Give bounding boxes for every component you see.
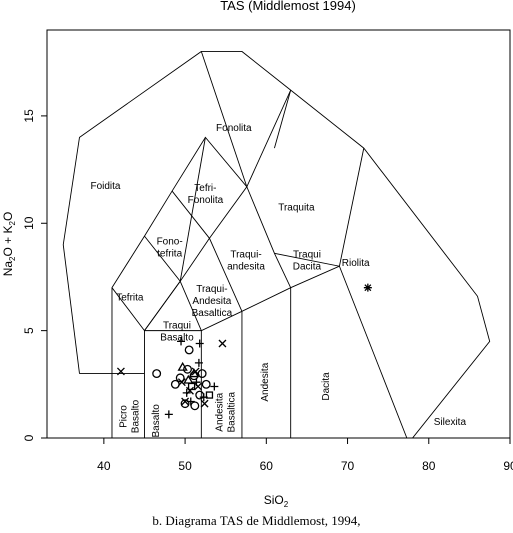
cross-point bbox=[186, 386, 194, 395]
region-label-line: Tefrita bbox=[116, 293, 144, 304]
triangle-point bbox=[177, 361, 188, 371]
circle-point bbox=[183, 364, 192, 374]
plus-point bbox=[186, 397, 195, 406]
region-label-line: Dacita bbox=[293, 262, 322, 273]
plus-point bbox=[177, 337, 186, 346]
y-tick-label: 15 bbox=[22, 109, 36, 123]
x-tick-label: 40 bbox=[97, 459, 111, 473]
region-label-line: tefrita bbox=[157, 249, 182, 260]
region-label-line: Fonolita bbox=[188, 195, 224, 206]
region-label: Traqui-Andesita Basaltica bbox=[192, 284, 233, 319]
circle-point bbox=[190, 401, 200, 411]
plus-point bbox=[195, 339, 204, 348]
region-label-line: Traqui- bbox=[230, 250, 261, 261]
cross-point bbox=[177, 378, 186, 387]
circle-point bbox=[152, 369, 162, 379]
region-label: Fonolita bbox=[216, 123, 252, 134]
circle-point bbox=[175, 373, 185, 383]
field-boundary-10 bbox=[274, 90, 292, 149]
tas-diagram: TAS (Middlemost 1994) FoiditaFonolitaTef… bbox=[1, 0, 513, 509]
cross-point bbox=[116, 367, 125, 376]
region-label-line: Foidita bbox=[90, 181, 120, 192]
region-label-line: Andesita bbox=[214, 392, 225, 431]
region-label-line: Silexita bbox=[434, 417, 467, 428]
cross-point bbox=[200, 399, 209, 408]
region-label-line: Tefri- bbox=[194, 183, 216, 194]
region-label: Tefri-Fonolita bbox=[188, 183, 224, 206]
x-tick-label: 50 bbox=[178, 459, 192, 473]
circle-point bbox=[197, 369, 207, 379]
x-axis-label: SiO2 bbox=[264, 493, 289, 509]
region-label-line: Traquita bbox=[278, 202, 315, 213]
x-tick-label: 80 bbox=[422, 459, 436, 473]
field-boundary-8 bbox=[274, 252, 408, 439]
plus-point bbox=[164, 410, 173, 419]
region-label-line: Basalto bbox=[131, 399, 142, 433]
plus-point bbox=[182, 388, 191, 397]
sample-points bbox=[116, 283, 372, 419]
region-label-line: Picro bbox=[119, 405, 130, 428]
region-label-line: Basaltica bbox=[192, 308, 233, 319]
region-label-line: andesita bbox=[227, 262, 265, 273]
square-point bbox=[187, 382, 196, 391]
x-tick-label: 70 bbox=[341, 459, 355, 473]
plus-point bbox=[210, 382, 219, 391]
region-label: Foidita bbox=[90, 181, 120, 192]
field-boundary-11 bbox=[179, 137, 206, 282]
field-boundary-9 bbox=[144, 280, 181, 331]
region-label: Andesita bbox=[260, 362, 271, 401]
asterisk-point bbox=[363, 283, 372, 292]
field-boundary-0 bbox=[62, 51, 491, 439]
circle-point bbox=[201, 379, 211, 389]
plot-frame bbox=[46, 29, 511, 439]
region-label-line: Basalto bbox=[160, 332, 194, 343]
y-axis-ticks: 0 5 10 15 bbox=[22, 109, 47, 441]
region-label: Traquita bbox=[278, 202, 315, 213]
region-label-line: Basalto bbox=[151, 404, 162, 438]
region-label-line: Basaltica bbox=[226, 392, 237, 433]
region-label: Traqui-andesita bbox=[227, 250, 265, 273]
region-label-line: Andesita bbox=[192, 296, 231, 307]
region-label: Tefrita bbox=[116, 293, 144, 304]
region-label-line: Traqui bbox=[163, 320, 191, 331]
region-label-line: Dacita bbox=[321, 372, 332, 401]
field-labels: FoiditaFonolitaTefri-FonolitaTraquitaFon… bbox=[90, 123, 466, 438]
region-label: Traqui Basalto bbox=[160, 320, 194, 343]
y-tick-label: 10 bbox=[22, 216, 36, 230]
chart-title: TAS (Middlemost 1994) bbox=[220, 0, 356, 13]
square-point bbox=[205, 391, 214, 399]
field-boundary-6 bbox=[171, 190, 243, 438]
x-tick-label: 60 bbox=[260, 459, 274, 473]
y-tick-label: 0 bbox=[22, 434, 36, 441]
region-label-line: Andesita bbox=[260, 362, 271, 401]
y-tick-label: 5 bbox=[22, 327, 36, 334]
region-label-line: Riolita bbox=[342, 258, 370, 269]
triangle-point bbox=[188, 368, 200, 378]
region-label: PicroBasalto bbox=[119, 399, 142, 433]
region-label: Fono-tefrita bbox=[157, 237, 183, 260]
cross-point bbox=[194, 382, 203, 391]
region-label-line: Fono- bbox=[157, 237, 183, 248]
region-label-line: Fonolita bbox=[216, 123, 252, 134]
plus-point bbox=[194, 358, 203, 367]
circle-point bbox=[184, 345, 194, 355]
figure-caption: b. Diagrama TAS de Middlemost, 1994, bbox=[152, 513, 361, 528]
x-axis-ticks: 40 50 60 70 80 90 bbox=[97, 438, 513, 473]
region-label: Traqui Dacita bbox=[293, 250, 322, 273]
region-label: AndesitaBasaltica bbox=[214, 392, 237, 433]
field-boundary-7 bbox=[246, 186, 292, 438]
region-label: Riolita bbox=[342, 258, 370, 269]
region-label: Dacita bbox=[321, 372, 332, 401]
x-tick-label: 90 bbox=[503, 459, 513, 473]
field-boundary-4 bbox=[179, 51, 248, 438]
y-axis-label: Na2O + K2O bbox=[1, 212, 17, 277]
field-boundaries bbox=[62, 51, 491, 439]
cross-point bbox=[181, 397, 190, 406]
region-label: Basalto bbox=[151, 404, 162, 438]
region-label: Silexita bbox=[434, 417, 467, 428]
region-label-line: Traqui bbox=[293, 250, 321, 261]
region-label-line: Traqui- bbox=[196, 284, 227, 295]
circle-point bbox=[180, 399, 190, 409]
cross-point bbox=[218, 339, 227, 348]
